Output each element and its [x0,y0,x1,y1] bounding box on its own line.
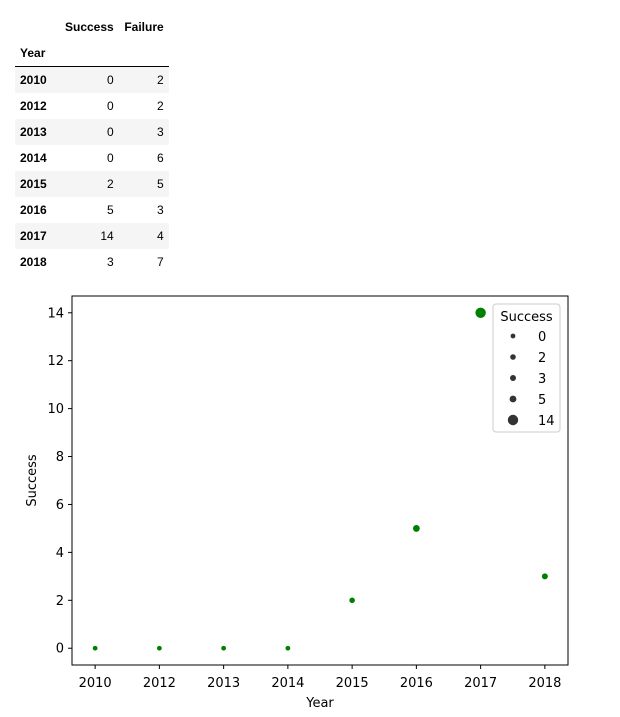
y-tick-label: 0 [56,642,64,657]
index-name: Year [20,46,46,60]
legend-marker [510,375,516,381]
table-row: 2014 0 6 [15,145,169,171]
table-header-row: Success Failure [15,14,169,40]
data-table: Success Failure Year 2010 0 2 2012 0 2 2013 0 3 2… [15,14,169,275]
row-year: 2018 [20,255,47,269]
column-header-success: Success [65,20,114,34]
data-point [285,645,291,651]
y-tick-label: 8 [56,450,64,465]
row-year: 2013 [20,125,47,139]
cell-failure: 7 [157,255,164,269]
cell-failure: 5 [157,177,164,191]
column-header-failure: Failure [124,20,164,34]
y-tick-label: 14 [47,306,64,321]
table-row: 2016 5 3 [15,197,169,223]
legend-label: 3 [538,372,546,387]
data-point [349,597,355,604]
cell-failure: 2 [157,99,164,113]
legend-label: 14 [538,414,555,429]
row-year: 2012 [20,99,47,113]
plot-frame [71,295,569,666]
y-tick-label: 6 [56,498,64,513]
data-point [541,573,548,580]
cell-failure: 3 [157,203,164,217]
data-point [221,645,227,651]
y-tick-label: 12 [47,354,64,369]
x-tick-label: 2012 [143,676,176,691]
table-row: 2010 0 2 [15,66,169,93]
x-tick-label: 2017 [464,676,497,691]
cell-success: 3 [107,255,114,269]
row-year: 2017 [20,229,47,243]
legend-label: 0 [538,330,546,345]
cell-failure: 3 [157,125,164,139]
table-index-row: Year [15,40,169,67]
legend-label: 5 [538,393,546,408]
cell-success: 0 [107,125,114,139]
cell-success: 0 [107,151,114,165]
table-row: 2018 3 7 [15,249,169,275]
legend-marker [509,395,517,403]
row-year: 2015 [20,177,47,191]
row-year: 2016 [20,203,47,217]
cell-success: 5 [107,203,114,217]
x-tick-label: 2016 [400,676,433,691]
x-tick-label: 2018 [528,676,561,691]
table-row: 2012 0 2 [15,93,169,119]
cell-failure: 2 [157,73,164,87]
legend-title: Success [500,310,553,325]
table-row: 2017 14 4 [15,223,169,249]
table-body: 2010 0 2 2012 0 2 2013 0 3 2014 0 6 2015 2 5 2016 5 3 2017… [15,66,169,276]
x-axis-label: Year [305,696,334,711]
cell-success: 14 [100,229,114,243]
legend-box [492,303,561,433]
cell-failure: 6 [157,151,164,165]
y-tick-label: 4 [56,546,64,561]
row-year: 2010 [20,73,47,87]
x-tick-label: 2013 [207,676,240,691]
legend-marker [510,354,516,360]
table-row: 2013 0 3 [15,119,169,145]
legend-label: 2 [538,351,546,366]
y-tick-label: 10 [47,402,64,417]
x-tick-label: 2014 [271,676,304,691]
data-point [475,307,486,318]
x-tick-label: 2010 [79,676,112,691]
cell-success: 0 [107,73,114,87]
data-point [412,525,420,532]
cell-success: 2 [107,177,114,191]
y-tick-label: 2 [56,594,64,609]
data-point [156,645,162,651]
data-point [92,645,98,651]
x-tick-label: 2015 [336,676,369,691]
cell-failure: 4 [157,229,164,243]
legend-marker [507,414,519,426]
cell-success: 0 [107,99,114,113]
row-year: 2014 [20,151,47,165]
table-row: 2015 2 5 [15,171,169,197]
legend-marker [510,333,516,339]
y-axis-label: Success [25,454,40,507]
